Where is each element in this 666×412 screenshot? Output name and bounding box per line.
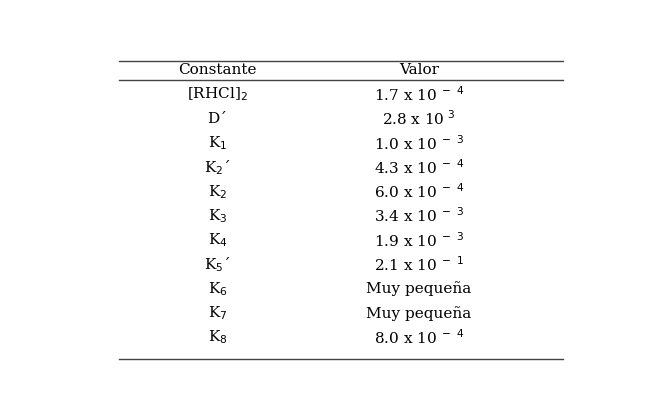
Text: Muy pequeña: Muy pequeña <box>366 281 472 296</box>
Text: Muy pequeña: Muy pequeña <box>366 306 472 321</box>
Text: 1.9 x 10$^{\ -\ 3}$: 1.9 x 10$^{\ -\ 3}$ <box>374 231 464 250</box>
Text: K$_3$: K$_3$ <box>208 207 227 225</box>
Text: 4.3 x 10$^{\ -\ 4}$: 4.3 x 10$^{\ -\ 4}$ <box>374 158 464 177</box>
Text: Valor: Valor <box>399 63 439 77</box>
Text: 8.0 x 10$^{\ -\ 4}$: 8.0 x 10$^{\ -\ 4}$ <box>374 328 464 347</box>
Text: K$_8$: K$_8$ <box>208 328 227 346</box>
Text: D´: D´ <box>208 112 227 126</box>
Text: K$_1$: K$_1$ <box>208 134 227 152</box>
Text: 2.8 x 10$^{\ 3}$: 2.8 x 10$^{\ 3}$ <box>382 110 456 128</box>
Text: K$_4$: K$_4$ <box>208 232 227 249</box>
Text: 2.1 x 10$^{\ -\ 1}$: 2.1 x 10$^{\ -\ 1}$ <box>374 255 464 274</box>
Text: [RHCl]$_2$: [RHCl]$_2$ <box>187 86 248 103</box>
Text: K$_2$´: K$_2$´ <box>204 158 231 177</box>
Text: K$_2$: K$_2$ <box>208 183 227 201</box>
Text: 3.4 x 10$^{\ -\ 3}$: 3.4 x 10$^{\ -\ 3}$ <box>374 207 464 225</box>
Text: 6.0 x 10$^{\ -\ 4}$: 6.0 x 10$^{\ -\ 4}$ <box>374 183 464 201</box>
Text: K$_6$: K$_6$ <box>208 280 227 298</box>
Text: K$_7$: K$_7$ <box>208 304 227 322</box>
Text: 1.0 x 10$^{\ -\ 3}$: 1.0 x 10$^{\ -\ 3}$ <box>374 134 464 152</box>
Text: Constante: Constante <box>178 63 256 77</box>
Text: K$_5$´: K$_5$´ <box>204 255 231 274</box>
Text: 1.7 x 10$^{\ -\ 4}$: 1.7 x 10$^{\ -\ 4}$ <box>374 85 464 104</box>
